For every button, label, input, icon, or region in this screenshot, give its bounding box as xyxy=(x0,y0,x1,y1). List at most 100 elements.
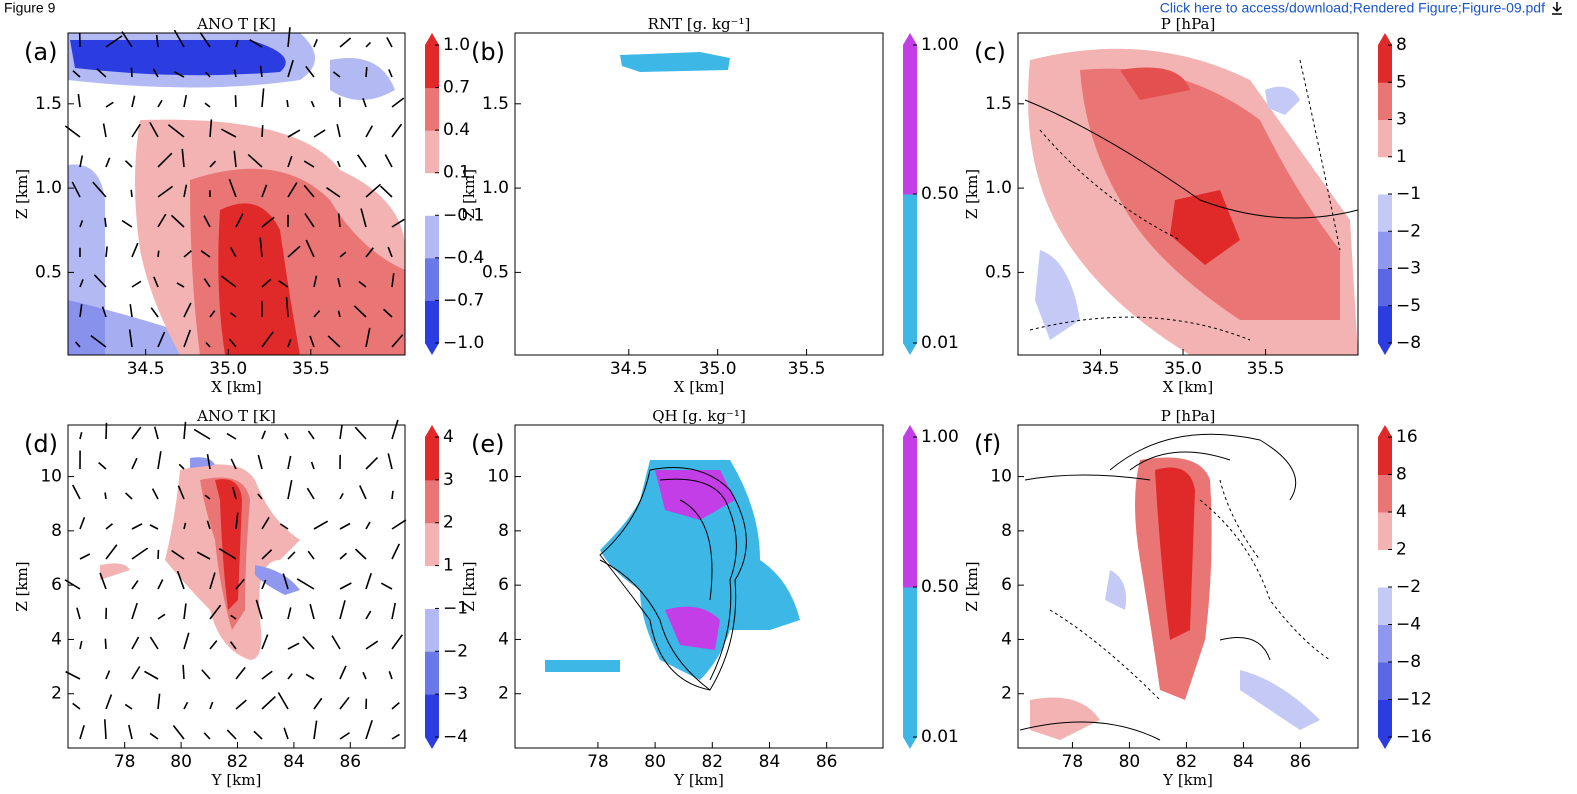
wind-arrow xyxy=(365,456,379,470)
y-tick-label: 8 xyxy=(1001,521,1012,541)
colorbar-band xyxy=(425,522,439,567)
x-tick-label: 35.0 xyxy=(699,359,737,379)
colorbar-band xyxy=(425,608,439,652)
colorbar-tick-label: 4 xyxy=(1396,502,1407,522)
wind-arrow xyxy=(93,274,107,288)
wind-arrow xyxy=(229,246,237,258)
wind-arrow xyxy=(365,67,368,78)
colorbar-tick-label: 1.0 xyxy=(443,35,470,55)
colorbar-band xyxy=(425,172,439,216)
x-tick-label: 84 xyxy=(759,752,781,772)
x-tick-label: 35.0 xyxy=(1164,359,1202,379)
wind-arrow xyxy=(105,670,111,680)
wind-arrow xyxy=(365,41,372,48)
colorbar-tick-label: 4 xyxy=(443,427,454,447)
colorbar-tick-label: −2 xyxy=(443,641,468,661)
wind-arrow xyxy=(388,671,393,680)
x-tick-label: 78 xyxy=(587,752,609,772)
y-tick-label: 2 xyxy=(51,684,62,704)
wind-arrow xyxy=(104,492,107,500)
colorbar-band xyxy=(1378,194,1392,232)
y-tick-label: 0.5 xyxy=(35,262,62,282)
wind-arrow xyxy=(209,310,216,318)
wind-arrow xyxy=(332,71,341,78)
wind-arrow xyxy=(259,237,263,258)
colorbar-band xyxy=(1378,82,1392,120)
panel-title: P [hPa] xyxy=(1161,15,1216,33)
colorbar-tick-label: 0.01 xyxy=(921,333,959,353)
y-tick-label: 4 xyxy=(498,629,509,649)
wind-arrow xyxy=(226,729,237,740)
wind-arrow xyxy=(200,250,211,258)
wind-arrow xyxy=(287,27,291,48)
wind-arrow xyxy=(183,250,192,258)
wind-arrow xyxy=(307,550,315,560)
wind-arrow xyxy=(183,94,188,108)
wind-arrow xyxy=(157,185,174,198)
download-icon[interactable] xyxy=(1552,2,1562,15)
wind-arrow xyxy=(105,523,113,530)
wind-arrow xyxy=(259,65,263,78)
wind-arrow xyxy=(327,335,341,348)
wind-arrow xyxy=(183,603,187,620)
wind-arrow xyxy=(79,432,83,440)
wind-arrow xyxy=(230,458,237,470)
plot-frame xyxy=(1017,424,1359,749)
wind-arrow xyxy=(209,604,222,620)
figure-label: Figure 9 xyxy=(4,0,56,16)
wind-arrow xyxy=(287,607,292,620)
wind-arrow xyxy=(287,479,293,500)
wind-arrow xyxy=(391,419,399,440)
wind-arrow xyxy=(209,701,214,710)
wind-arrow xyxy=(339,600,346,620)
colorbar-tick-label: −3 xyxy=(443,684,468,704)
colorbar-tick-label: −5 xyxy=(1396,296,1421,316)
wind-arrow xyxy=(359,485,367,500)
y-axis-label: Z [km] xyxy=(460,169,478,219)
x-tick-label: 80 xyxy=(1119,752,1141,772)
field-b xyxy=(620,52,730,72)
wind-arrow xyxy=(336,123,341,138)
wind-arrow xyxy=(261,670,273,680)
wind-arrow xyxy=(149,636,159,650)
wind-arrow xyxy=(339,251,347,258)
wind-arrow xyxy=(261,278,272,288)
download-link[interactable]: Click here to access/download;Rendered F… xyxy=(1160,0,1545,16)
panel-label: (e) xyxy=(471,430,505,458)
wind-arrow xyxy=(305,673,315,680)
wind-arrow xyxy=(257,493,263,500)
wind-arrow xyxy=(153,426,159,440)
wind-arrow xyxy=(121,31,133,48)
wind-arrow xyxy=(388,69,393,78)
y-tick-label: 6 xyxy=(51,575,62,595)
wind-arrow xyxy=(257,454,263,470)
wind-arrow xyxy=(337,310,341,318)
x-tick-label: 34.5 xyxy=(127,359,165,379)
wind-arrow xyxy=(105,157,111,168)
y-tick-label: 6 xyxy=(1001,575,1012,595)
wind-arrow xyxy=(131,280,142,288)
y-tick-label: 1.0 xyxy=(35,178,62,198)
wind-arrow xyxy=(131,666,141,680)
wind-arrow xyxy=(365,521,371,530)
y-tick-label: 1.0 xyxy=(482,178,509,198)
wind-arrow xyxy=(261,634,269,650)
x-axis-label: X [km] xyxy=(674,378,724,396)
y-tick-label: 10 xyxy=(40,467,62,487)
wind-arrow xyxy=(79,304,83,318)
y-axis-label: Z [km] xyxy=(963,561,981,611)
wind-arrow xyxy=(339,424,343,440)
y-tick-label: 0.5 xyxy=(482,262,509,282)
wind-arrow xyxy=(209,572,216,590)
colorbar-extend xyxy=(1378,737,1392,749)
wind-arrow xyxy=(105,101,114,108)
wind-arrow xyxy=(220,275,237,288)
wind-arrow xyxy=(130,189,133,198)
wind-arrow xyxy=(287,155,293,168)
wind-arrow xyxy=(72,702,81,710)
colorbar-tick-label: 0.4 xyxy=(443,120,470,140)
wind-arrow xyxy=(365,640,379,650)
x-tick-label: 35.5 xyxy=(788,359,826,379)
wind-arrow xyxy=(228,178,237,198)
wind-arrow xyxy=(391,97,405,108)
